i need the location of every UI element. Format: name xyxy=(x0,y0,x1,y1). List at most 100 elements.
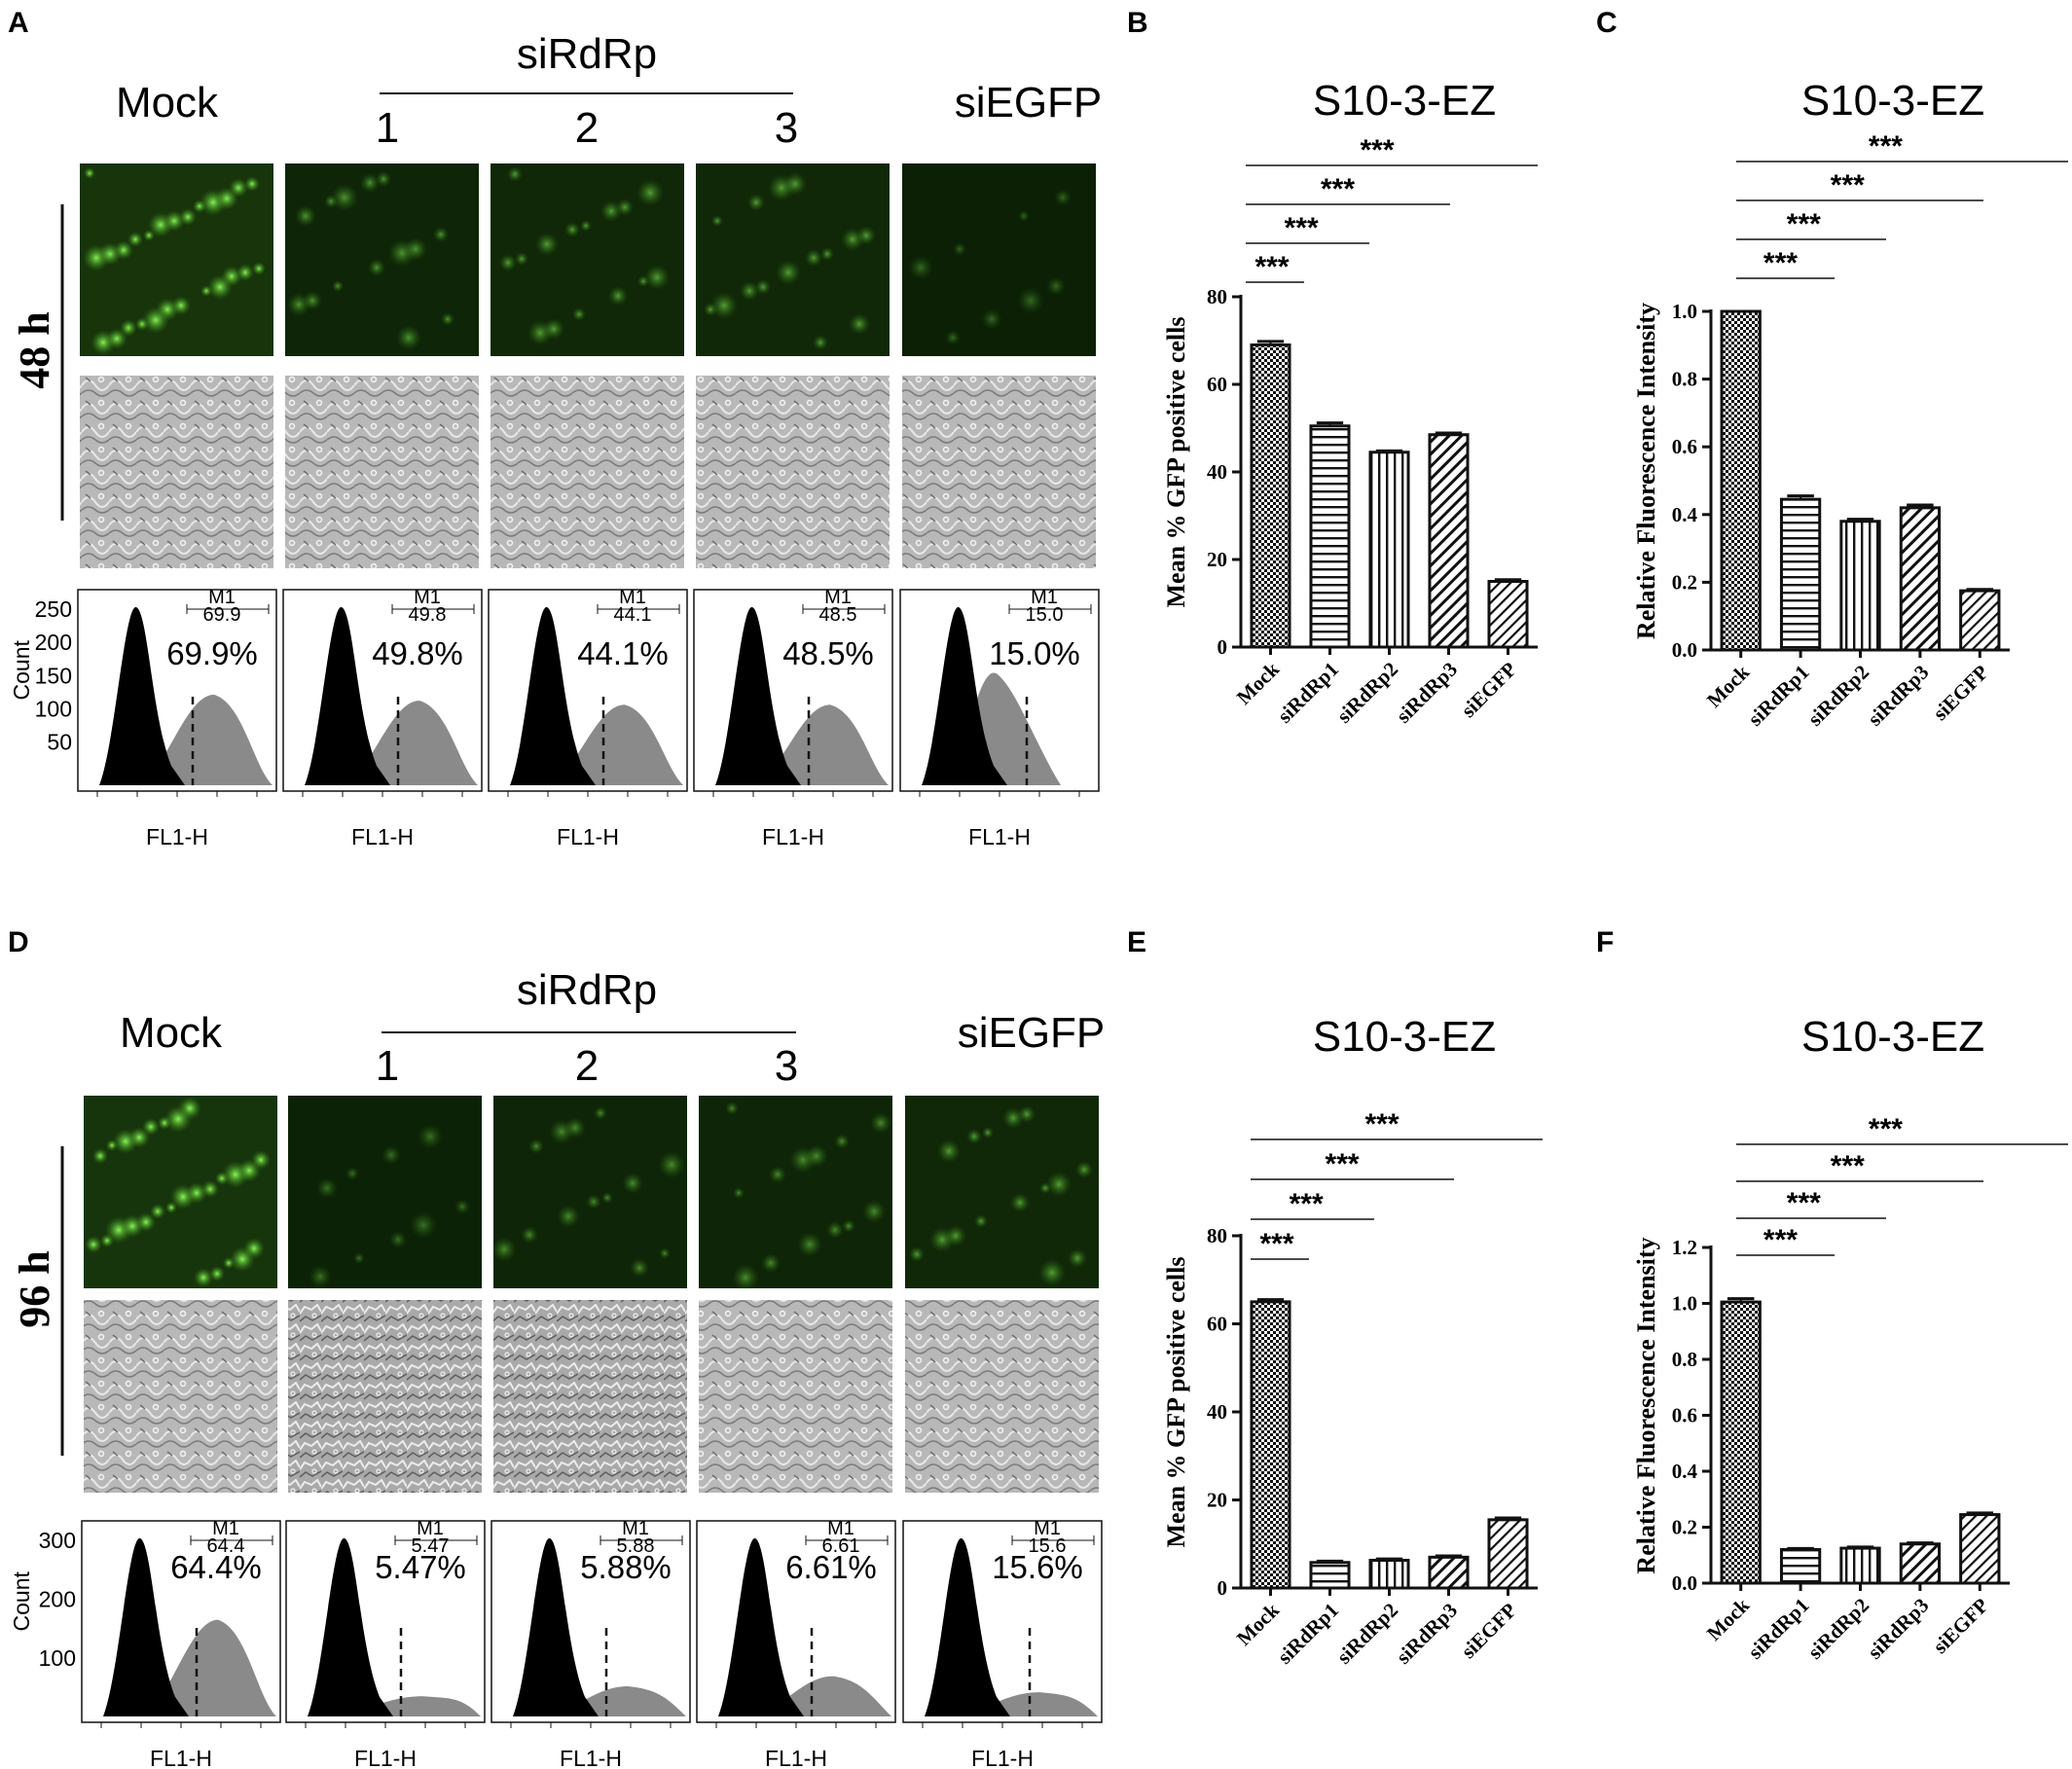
control-histogram xyxy=(925,1537,1010,1716)
gate-label: M1 xyxy=(622,1518,649,1539)
fluorescent-cell xyxy=(572,307,586,321)
fluorescent-cell xyxy=(826,1221,844,1239)
fluorescent-cell xyxy=(376,171,391,187)
bar-sirdrp3 xyxy=(1899,506,1942,652)
fluorescent-cell xyxy=(1038,1259,1066,1286)
gate-label: M1 xyxy=(1034,1518,1061,1539)
gate-value: 15.0 xyxy=(1026,604,1064,626)
y-tick-label: 0.2 xyxy=(1672,1516,1697,1539)
fluorescent-cell xyxy=(345,1167,359,1180)
fluorescent-cell xyxy=(106,328,127,349)
histogram-xlabel: FL1-H xyxy=(354,1746,417,1769)
y-tick-label: 1.0 xyxy=(1672,300,1697,323)
fluorescent-cell xyxy=(909,1246,925,1262)
panel-letter-d: D xyxy=(8,926,29,958)
fluorescent-cell xyxy=(1046,276,1066,296)
bar-sirdrp1 xyxy=(1779,1548,1822,1585)
fluorescent-cell xyxy=(244,176,260,192)
gate-value: 64.4 xyxy=(207,1535,245,1557)
histogram-ytick: 200 xyxy=(35,630,72,655)
histogram-xlabel: FL1-H xyxy=(557,824,619,849)
bar-sirdrp3 xyxy=(1428,1555,1470,1590)
panel-letter-e: E xyxy=(1127,926,1146,958)
fluorescent-cell xyxy=(982,1127,994,1138)
fluorescent-cell xyxy=(404,237,427,261)
fluorescent-cell xyxy=(711,215,723,227)
bar-mock xyxy=(1720,309,1762,652)
significance-label: *** xyxy=(1321,173,1355,205)
histogram-xlabel: FL1-H xyxy=(765,1746,827,1769)
percent-label: 49.8% xyxy=(372,635,463,671)
x-tick-label: siEGFP xyxy=(1928,660,1993,725)
fluorescent-cell xyxy=(953,242,966,256)
fluorescent-cell xyxy=(515,252,528,266)
y-tick-label: 0.6 xyxy=(1672,435,1697,458)
x-tick-label: siRdRp3 xyxy=(1392,1599,1462,1669)
fluorescent-cell xyxy=(797,1232,822,1257)
gate-label: M1 xyxy=(619,587,646,608)
gate-label: M1 xyxy=(824,587,852,608)
y-tick-label: 20 xyxy=(1207,1489,1227,1512)
x-tick-label: Mock xyxy=(1702,660,1754,711)
fluorescent-cell xyxy=(1046,1172,1072,1197)
gfp-histogram xyxy=(136,694,273,785)
significance-label: *** xyxy=(1254,251,1289,283)
x-tick-label: siRdRp1 xyxy=(1743,1594,1813,1664)
fluorescent-cell xyxy=(309,1265,332,1288)
x-tick-label: siRdRp2 xyxy=(1803,661,1873,731)
fluorescent-cell xyxy=(945,330,961,345)
bar-sirdrp1 xyxy=(1309,424,1351,649)
x-tick-label: siRdRp1 xyxy=(1743,661,1813,731)
y-tick-label: 40 xyxy=(1207,1400,1227,1424)
percent-label: 5.47% xyxy=(375,1549,466,1585)
fluorescent-cell xyxy=(820,247,834,261)
chart-c: S10-3-EZ 0.0 0.2 0.4 0.6 0.8 1.0 Relative Fluor… xyxy=(1632,77,2068,731)
y-tick-label: 20 xyxy=(1207,548,1227,571)
fluorescent-cell xyxy=(710,292,738,319)
column-label-4: siEGFP xyxy=(955,79,1103,126)
bar-sirdrp3 xyxy=(1428,433,1470,649)
fluorescent-cell xyxy=(127,232,143,247)
fluorescent-cell xyxy=(783,172,807,196)
y-tick-label: 0.8 xyxy=(1672,1348,1697,1371)
histogram-ytick: 100 xyxy=(35,696,72,721)
y-tick-label: 1.2 xyxy=(1672,1236,1697,1259)
fluorescent-cell xyxy=(207,274,233,300)
gate-value: 69.9 xyxy=(203,604,241,626)
phase-contrast-image xyxy=(905,1300,1099,1493)
gate-label: M1 xyxy=(1031,587,1058,608)
bar-mock xyxy=(1250,1300,1291,1590)
x-tick-label: siRdRp1 xyxy=(1273,658,1343,728)
y-tick-label: 80 xyxy=(1207,285,1227,308)
column-label-2: 2 xyxy=(575,1042,599,1090)
chart-title: S10-3-EZ xyxy=(1313,1013,1496,1061)
y-tick-label: 40 xyxy=(1207,460,1227,484)
bar-siegfp xyxy=(1487,580,1529,649)
chart-title: S10-3-EZ xyxy=(1801,1013,1984,1061)
fluorescent-cell xyxy=(236,264,254,281)
fluorescent-cell xyxy=(769,1166,786,1183)
panel-letter-f: F xyxy=(1596,926,1614,958)
significance-label: *** xyxy=(1787,208,1821,240)
fluorescent-cell xyxy=(303,291,322,310)
control-histogram xyxy=(308,1537,393,1716)
fluorescent-cell xyxy=(230,1246,255,1272)
y-tick-label: 80 xyxy=(1207,1224,1227,1247)
chart-title: S10-3-EZ xyxy=(1313,77,1496,125)
control-histogram xyxy=(715,606,801,785)
y-tick-label: 1.0 xyxy=(1672,1292,1697,1316)
y-tick-label: 0.8 xyxy=(1672,368,1697,391)
x-tick-label: Mock xyxy=(1232,1598,1284,1649)
fluorescent-cell xyxy=(870,1112,891,1134)
fluorescent-cell xyxy=(733,1187,745,1199)
x-tick-label: siRdRp2 xyxy=(1803,1594,1873,1664)
histogram-xlabel: FL1-H xyxy=(968,824,1031,849)
gate-value: 5.47 xyxy=(412,1535,450,1557)
fluorescent-cell xyxy=(805,1144,828,1168)
significance-label: *** xyxy=(1364,1108,1399,1140)
fluorescent-cell xyxy=(84,167,95,179)
chart-e: S10-3-EZ 0 20 40 60 80 Mean % GFP positive cel… xyxy=(1162,1013,1543,1669)
fluorescent-cell xyxy=(586,1194,601,1209)
percent-label: 15.0% xyxy=(989,635,1080,671)
